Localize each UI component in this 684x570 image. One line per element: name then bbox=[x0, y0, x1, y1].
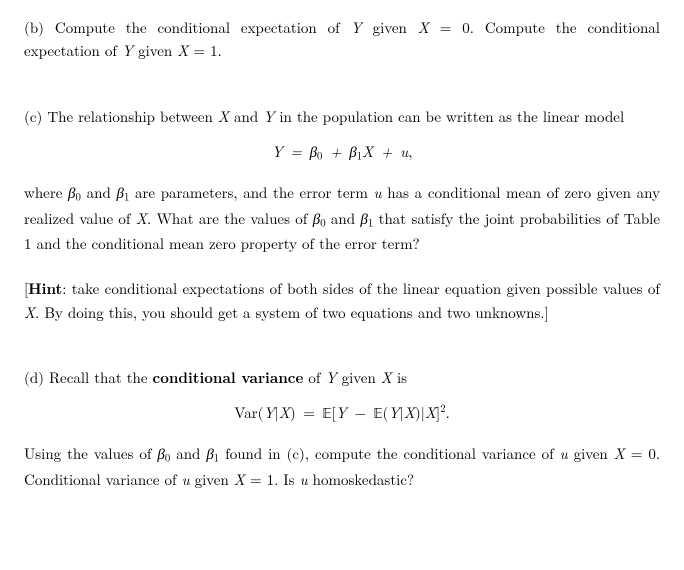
part-c-equation: Y = β0 + β1X + u, bbox=[24, 140, 660, 165]
part-c-label: (c) bbox=[24, 106, 42, 127]
part-c-body: where β0 and β1 are parameters, and the … bbox=[24, 181, 660, 255]
part-d-intro-pre: Recall that the bbox=[49, 367, 153, 388]
part-d-intro: (d) Recall that the conditional variance… bbox=[24, 366, 660, 389]
part-d-intro-bold: conditional variance bbox=[153, 367, 304, 388]
part-c-intro: (c) The relationship between X and Y in … bbox=[24, 105, 660, 128]
part-b-label: (b) bbox=[24, 17, 44, 38]
part-d-intro-post: of Y given X is bbox=[303, 367, 407, 388]
hint-label: [Hint: bbox=[24, 278, 66, 299]
spacer bbox=[24, 346, 660, 366]
part-c-hint: [Hint: take conditional expectations of … bbox=[24, 277, 660, 324]
part-d-equation: Var(Y|X) = 𝔼[Y − 𝔼(Y|X)|X]2. bbox=[24, 401, 660, 426]
part-b: (b) Compute the conditional expectation … bbox=[24, 16, 660, 63]
part-d-body: Using the values of β0 and β1 found in (… bbox=[24, 442, 660, 491]
part-d-label: (d) bbox=[24, 367, 44, 388]
spacer bbox=[24, 85, 660, 105]
